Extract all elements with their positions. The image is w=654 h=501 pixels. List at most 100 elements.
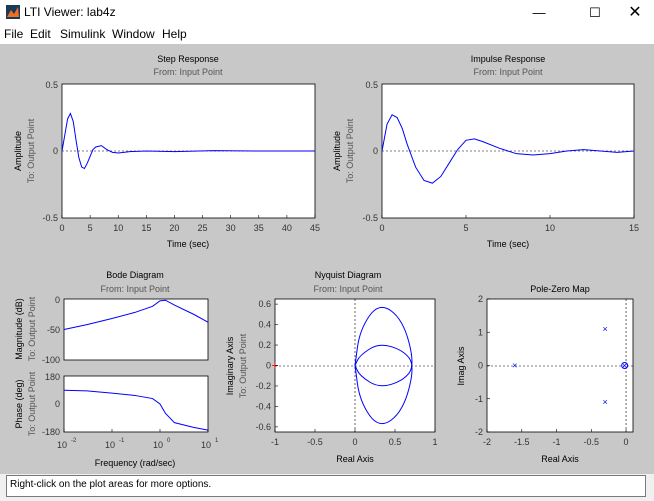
pole-marker: × (603, 397, 608, 407)
bode-xtick-exponent: -2 (71, 438, 77, 444)
pz-xtick: -1 (553, 437, 561, 447)
bode-phase-ylabel2: To: Output Point (27, 371, 37, 436)
pz-ytick: -1 (475, 394, 483, 404)
pole-marker: × (603, 324, 608, 334)
pole-marker: × (622, 361, 627, 371)
pz-ytick: 2 (478, 294, 483, 304)
close-icon[interactable]: ✕ (628, 4, 642, 21)
nyquist-xtick: -1 (271, 437, 279, 447)
nyquist-xtick: 1 (432, 437, 437, 447)
bode-xtick-base: 10 (105, 440, 115, 450)
pz-xlabel: Real Axis (541, 454, 579, 464)
pole-zero-map-plot[interactable]: Pole-Zero Map × × × × 2 1 0 -1 -2 -2 -1.5 -1 -0.5 0… (456, 284, 634, 464)
zero-marker (621, 362, 629, 369)
step-xtick: 30 (226, 223, 236, 233)
step-ytick: 0 (53, 146, 58, 156)
nyquist-ytick: 0.2 (258, 340, 271, 350)
bode-magnitude-series (63, 299, 209, 330)
nyquist-diagram-plot[interactable]: Nyquist Diagram From: Input Point + 0.60… (225, 270, 438, 464)
nyquist-ytick: -0.6 (255, 422, 271, 432)
matlab-logo-icon (6, 5, 20, 19)
pz-xtick: -2 (483, 437, 491, 447)
menu-window[interactable]: Window (112, 27, 155, 41)
impulse-subtitle: From: Input Point (473, 67, 543, 77)
nyquist-upper-loop (354, 306, 413, 387)
bode-xtick-base: 10 (201, 440, 211, 450)
impulse-xtick: 0 (379, 223, 384, 233)
bode-xtick-exponent: 0 (167, 438, 171, 444)
nyquist-ytick: -0.2 (255, 381, 271, 391)
nyquist-lower-loop (354, 344, 413, 425)
step-subtitle: From: Input Point (153, 67, 223, 77)
pz-ytick: 0 (478, 361, 483, 371)
bode-diagram-plot[interactable]: Bode Diagram From: Input Point 0 -50 -10… (14, 270, 219, 468)
maximize-icon[interactable]: ☐ (589, 5, 601, 20)
step-ytick: 0.5 (45, 80, 58, 90)
bode-xtick-exponent: 1 (215, 438, 219, 444)
step-xtick: 25 (198, 223, 208, 233)
pz-ytick: -2 (475, 427, 483, 437)
bode-phase-series (63, 389, 209, 431)
step-ylabel2: To: Output Point (26, 118, 36, 183)
status-text: Right-click on the plot areas for more o… (10, 479, 212, 490)
pz-xtick: 0 (624, 437, 629, 447)
pz-ytick: 1 (478, 327, 483, 337)
status-bar: Right-click on the plot areas for more o… (6, 475, 646, 497)
pz-title: Pole-Zero Map (530, 284, 590, 294)
step-response-plot[interactable]: Step Response From: Input Point 0.5 0 -0… (13, 54, 320, 249)
nyquist-title: Nyquist Diagram (315, 270, 382, 280)
bode-mag-ylabel: Magnitude (dB) (14, 298, 24, 360)
bode-mag-ytick: -50 (47, 325, 60, 335)
step-xtick: 45 (310, 223, 320, 233)
step-response-series (61, 112, 315, 170)
bode-mag-ylabel2: To: Output Point (27, 296, 37, 361)
nyquist-ytick: 0 (266, 361, 271, 371)
nyquist-xtick: 0 (352, 437, 357, 447)
menu-edit[interactable]: Edit (30, 27, 51, 41)
bode-mag-ytick: -100 (42, 355, 60, 365)
bode-phase-ytick: 180 (45, 372, 60, 382)
bode-title: Bode Diagram (106, 270, 164, 280)
nyquist-ylabel2: To: Output Point (238, 333, 248, 398)
menu-file[interactable]: File (4, 27, 24, 41)
bode-mag-ytick: 0 (55, 295, 60, 305)
bode-xtick-base: 10 (153, 440, 163, 450)
impulse-ytick: -0.5 (362, 213, 378, 223)
bode-xtick-base: 10 (57, 440, 67, 450)
bode-phase-ylabel: Phase (deg) (14, 379, 24, 428)
pole-marker: × (512, 361, 517, 371)
pz-xtick: -1.5 (514, 437, 530, 447)
bode-magnitude-axes[interactable] (63, 298, 209, 361)
step-title: Step Response (157, 54, 219, 64)
impulse-ylabel: Amplitude (332, 131, 342, 171)
step-xlabel: Time (sec) (167, 239, 209, 249)
menu-help[interactable]: Help (162, 27, 187, 41)
pz-axes[interactable] (486, 298, 634, 433)
pz-xtick: -0.5 (584, 437, 600, 447)
bode-phase-ytick: 0 (55, 399, 60, 409)
step-xtick: 15 (141, 223, 151, 233)
impulse-ylabel2: To: Output Point (345, 118, 355, 183)
impulse-xlabel: Time (sec) (487, 239, 529, 249)
nyquist-ylabel: Imaginary Axis (225, 336, 235, 395)
step-xtick: 5 (88, 223, 93, 233)
minimize-icon[interactable]: — (532, 5, 546, 20)
impulse-response-plot[interactable]: Impulse Response From: Input Point 0.5 0… (332, 54, 639, 249)
step-xtick: 10 (113, 223, 123, 233)
nyquist-xtick: 0.5 (389, 437, 402, 447)
menu-simulink[interactable]: Simulink (60, 27, 106, 41)
nyquist-subtitle: From: Input Point (313, 284, 383, 294)
nyquist-ytick: -0.4 (255, 401, 271, 411)
step-xtick: 0 (59, 223, 64, 233)
nyquist-xtick: -0.5 (307, 437, 323, 447)
step-ytick: -0.5 (42, 213, 58, 223)
impulse-xtick: 5 (463, 223, 468, 233)
menu-bar: File Edit Simulink Window Help (0, 25, 654, 44)
step-ylabel: Amplitude (13, 131, 23, 171)
impulse-response-series (381, 114, 635, 184)
window-title: LTI Viewer: lab4z (24, 5, 116, 19)
bode-xlabel: Frequency (rad/sec) (95, 458, 176, 468)
impulse-ytick: 0.5 (365, 80, 378, 90)
bode-xtick-exponent: -1 (119, 438, 125, 444)
bode-phase-axes[interactable] (63, 375, 209, 433)
